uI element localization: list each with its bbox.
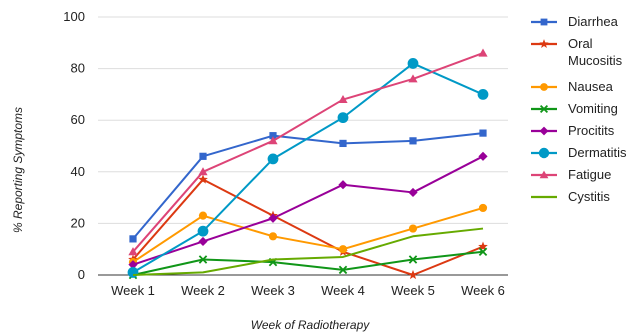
data-point	[338, 265, 348, 275]
data-point	[198, 236, 208, 247]
data-point	[199, 152, 207, 160]
data-point	[409, 137, 417, 145]
series-dermatitis	[127, 58, 489, 278]
data-point	[337, 112, 349, 124]
legend-marker	[540, 83, 548, 91]
data-point	[268, 232, 278, 241]
y-tick-label: 0	[78, 267, 85, 282]
legend-marker	[539, 39, 549, 48]
legend-label: Diarrhea	[568, 14, 619, 29]
data-point	[408, 255, 418, 264]
legend-item: Oral Mucositis	[531, 36, 623, 68]
series-diarrhea	[129, 129, 487, 243]
legend-label: Vomiting	[568, 101, 618, 116]
series-cystitis	[132, 227, 484, 276]
data-point	[269, 132, 277, 140]
legend-label: Fatigue	[568, 167, 611, 182]
data-point	[268, 136, 278, 145]
data-point	[408, 187, 418, 198]
x-tick-label: Week 1	[111, 283, 155, 298]
data-point	[408, 269, 418, 280]
legend-marker	[539, 104, 549, 114]
y-tick-label: 40	[71, 164, 85, 179]
data-point	[129, 235, 137, 243]
legend-label: Cystitis	[568, 189, 610, 204]
data-point	[408, 74, 418, 83]
data-point	[477, 89, 489, 100]
data-point	[128, 247, 138, 256]
legend-item: Dermatitis	[531, 145, 627, 160]
x-tick-labels: Week 1 Week 2 Week 3 Week 4 Week 5 Week 6	[111, 283, 505, 298]
data-point	[338, 94, 348, 104]
x-tick-label: Week 2	[181, 283, 225, 298]
legend-marker	[539, 126, 549, 136]
legend-item: Diarrhea	[531, 14, 619, 29]
data-point	[479, 129, 487, 137]
legend-item: Procitits	[531, 123, 615, 138]
data-point	[478, 48, 488, 57]
legend-label: Nausea	[568, 79, 614, 94]
series-layer	[127, 48, 489, 280]
y-tick-label: 100	[63, 9, 85, 24]
data-point	[408, 224, 418, 233]
legend-marker	[540, 18, 548, 26]
data-point	[339, 139, 347, 148]
data-point	[127, 267, 139, 278]
legend-label: Mucositis	[568, 53, 623, 68]
data-point	[478, 203, 488, 213]
legend-marker	[538, 147, 550, 159]
legend-label: Procitits	[568, 123, 615, 138]
data-point	[198, 211, 208, 220]
data-point	[338, 180, 348, 190]
series-line	[132, 62, 484, 274]
data-point	[197, 225, 209, 237]
y-tick-label: 60	[71, 112, 85, 127]
x-tick-label: Week 5	[391, 283, 435, 298]
series-line	[132, 52, 484, 253]
data-point	[198, 174, 208, 184]
legend-item: Nausea	[531, 79, 614, 94]
data-point	[267, 153, 279, 165]
series-line	[132, 155, 484, 266]
y-tick-label: 80	[71, 61, 85, 76]
series-line	[132, 206, 484, 263]
series-line	[132, 250, 484, 276]
data-point	[198, 167, 208, 176]
legend-item: Cystitis	[531, 189, 610, 204]
series-line	[132, 227, 484, 276]
legend-label: Dermatitis	[568, 145, 627, 160]
x-tick-label: Week 3	[251, 283, 295, 298]
legend: Diarrhea Oral Mucositis Nausea Vomiting Proci…	[531, 14, 627, 204]
series-line	[132, 178, 484, 276]
legend-marker	[539, 170, 549, 179]
legend-item: Vomiting	[531, 101, 618, 116]
x-axis-title: Week of Radiotherapy	[251, 318, 371, 332]
gridlines	[98, 16, 508, 224]
data-point	[128, 260, 138, 270]
data-point	[478, 247, 488, 257]
x-tick-label: Week 4	[321, 283, 365, 298]
legend-item: Fatigue	[531, 167, 611, 182]
data-point	[478, 241, 488, 251]
y-tick-labels: 0 20 40 60 80 100	[63, 9, 85, 282]
data-point	[338, 245, 348, 254]
series-line	[132, 132, 484, 240]
series-fatigue	[128, 48, 488, 256]
y-axis-title: % Reporting Symptoms	[11, 107, 25, 233]
data-point	[198, 255, 208, 264]
legend-label: Oral	[568, 36, 593, 51]
y-tick-label: 20	[71, 215, 85, 230]
series-procitits	[128, 151, 488, 270]
data-point	[407, 58, 419, 69]
x-tick-label: Week 6	[461, 283, 505, 298]
data-point	[478, 151, 488, 161]
data-point	[268, 213, 278, 223]
